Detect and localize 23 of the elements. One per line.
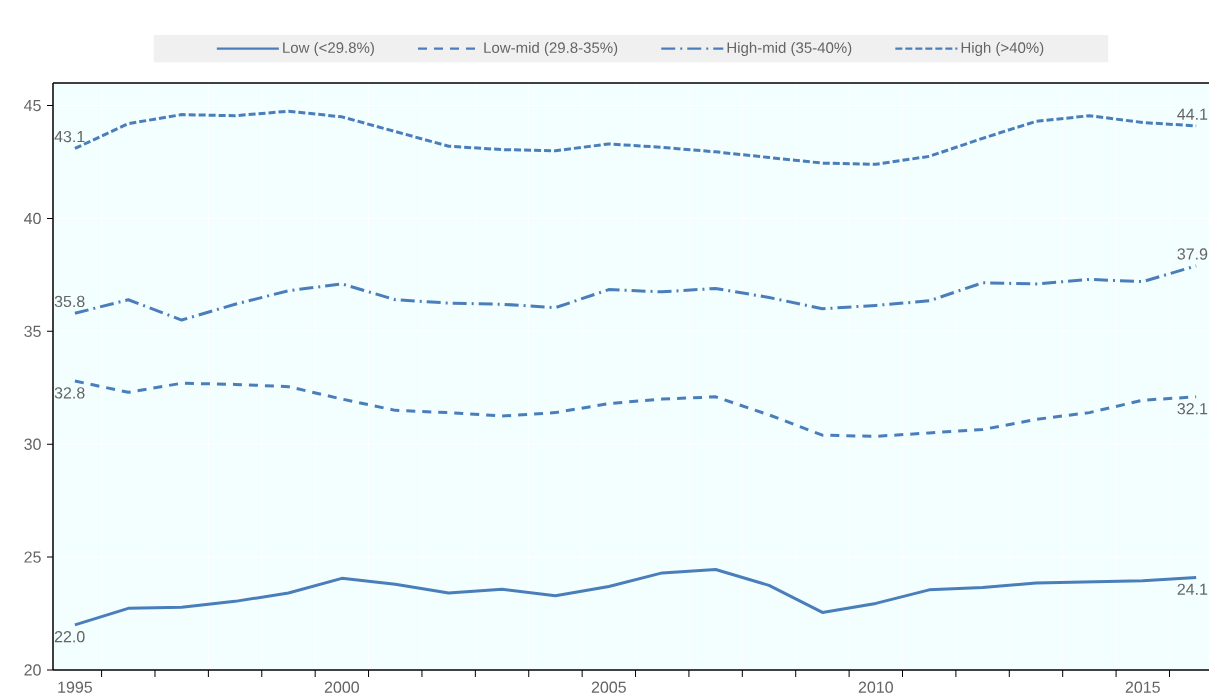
data-label: 32.1 <box>1177 403 1208 415</box>
x-tick-label: 2010 <box>858 681 893 693</box>
x-tick-label: 1995 <box>58 681 92 693</box>
legend-label: High (>40%) <box>961 41 1044 56</box>
data-label: 43.1 <box>54 130 85 143</box>
y-tick-label: 45 <box>24 99 41 112</box>
data-label: 44.1 <box>1177 108 1208 120</box>
data-label: 37.9 <box>1177 248 1208 260</box>
data-label: 32.8 <box>54 387 85 399</box>
y-tick-label: 25 <box>24 551 41 563</box>
data-label: 22.0 <box>54 631 85 643</box>
x-tick-label: 2000 <box>324 681 360 693</box>
y-tick-label: 30 <box>24 438 41 450</box>
legend-label: High-mid (35-40%) <box>727 41 852 56</box>
y-tick-label: 40 <box>24 212 41 225</box>
y-tick-label: 35 <box>24 325 41 338</box>
x-tick-label: 2015 <box>1125 681 1160 693</box>
data-label: 24.1 <box>1177 583 1208 595</box>
y-tick-label: 20 <box>24 664 41 676</box>
legend-label: Low (<29.8%) <box>283 41 374 56</box>
x-tick-label: 2005 <box>591 681 626 693</box>
legend-label: Low-mid (29.8-35%) <box>484 41 618 56</box>
data-label: 35.8 <box>54 295 85 308</box>
